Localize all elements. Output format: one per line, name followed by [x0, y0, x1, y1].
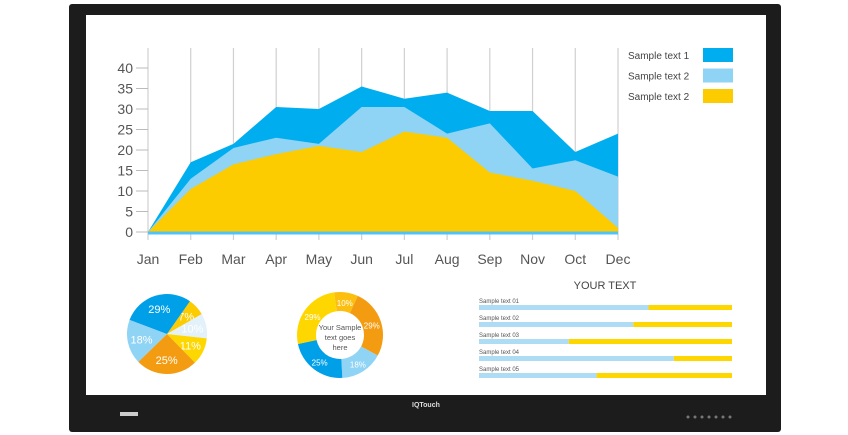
bar-label: Sample text 04: [479, 350, 520, 356]
bar-remainder: [633, 322, 732, 327]
bar-label: Sample text 02: [479, 316, 520, 322]
bezel-port: [120, 412, 138, 416]
x-tick-label: May: [306, 251, 332, 267]
bar-value: [479, 305, 649, 310]
x-tick-label: Oct: [564, 251, 586, 267]
pie-slice: [297, 340, 343, 378]
bar-remainder: [568, 339, 732, 344]
slice-label: 29%: [305, 313, 321, 322]
bezel-button: [728, 415, 732, 419]
pie-slice: [167, 301, 202, 334]
donut-center-text: text goes: [325, 333, 356, 342]
legend-swatch: [703, 68, 733, 83]
y-tick-label: 10: [117, 183, 133, 199]
slice-label: 29%: [148, 304, 170, 316]
slice-label: 25%: [156, 355, 178, 367]
y-tick-label: 15: [117, 163, 133, 179]
x-tick-label: Dec: [606, 251, 631, 267]
slice-label: 7%: [178, 311, 194, 323]
legend-label: Sample text 2: [628, 92, 690, 103]
legend-label: Sample text 1: [628, 51, 690, 62]
y-tick-label: 25: [117, 122, 133, 138]
x-tick-label: Sep: [477, 251, 502, 267]
slice-label: 10%: [337, 299, 353, 308]
bar-label: Sample text 03: [479, 333, 520, 339]
pie-slice: [349, 295, 383, 356]
x-tick-label: Jan: [137, 251, 160, 267]
pie-slice: [129, 294, 190, 334]
legend-swatch: [703, 48, 733, 62]
slice-label: 18%: [350, 360, 366, 369]
slice-label: 25%: [312, 359, 328, 368]
bar-value: [479, 373, 597, 378]
pie-slice: [341, 346, 378, 378]
bezel-button: [686, 415, 690, 419]
bezel-button: [721, 415, 725, 419]
area-series: [148, 131, 618, 232]
bar-value: [479, 322, 634, 327]
pie-slice: [127, 319, 167, 362]
bar-label: Sample text 01: [479, 299, 520, 305]
pie-slice: [138, 334, 195, 374]
bezel-button: [707, 415, 711, 419]
x-tick-label: Apr: [265, 251, 287, 267]
bar-remainder: [648, 305, 732, 310]
bezel-button: [700, 415, 704, 419]
x-tick-label: Jun: [350, 251, 373, 267]
x-tick-label: Feb: [179, 251, 203, 267]
brand-logo: IQTouch: [412, 402, 440, 409]
bar-value: [479, 356, 674, 361]
y-tick-label: 0: [125, 224, 133, 240]
x-tick-label: Jul: [395, 251, 413, 267]
y-tick-label: 35: [117, 81, 133, 97]
x-tick-label: Nov: [520, 251, 545, 267]
donut-center-text: Your Sample: [319, 323, 362, 332]
y-tick-label: 20: [117, 142, 133, 158]
y-tick-label: 30: [117, 101, 133, 117]
pie-slice: [297, 292, 337, 344]
y-tick-label: 5: [125, 204, 133, 220]
bar-label: Sample text 05: [479, 367, 520, 373]
slice-label: 11%: [180, 340, 201, 352]
y-tick-label: 40: [117, 60, 133, 76]
pie-slice: [334, 292, 358, 314]
slice-label: 29%: [364, 321, 380, 330]
slice-label: 10%: [181, 324, 203, 336]
bar-value: [479, 339, 569, 344]
x-tick-label: Aug: [435, 251, 460, 267]
bezel-button: [693, 415, 697, 419]
donut-center-text: here: [332, 343, 347, 352]
x-tick-label: Mar: [221, 251, 245, 267]
bar-remainder: [673, 356, 732, 361]
legend-swatch: [703, 89, 733, 103]
bar-chart-title: YOUR TEXT: [574, 280, 637, 292]
pie-slice: [167, 314, 208, 339]
bezel-button: [714, 415, 718, 419]
pie-slice: [167, 334, 207, 363]
legend-label: Sample text 2: [628, 72, 690, 83]
bar-remainder: [596, 373, 732, 378]
slice-label: 18%: [131, 334, 153, 346]
